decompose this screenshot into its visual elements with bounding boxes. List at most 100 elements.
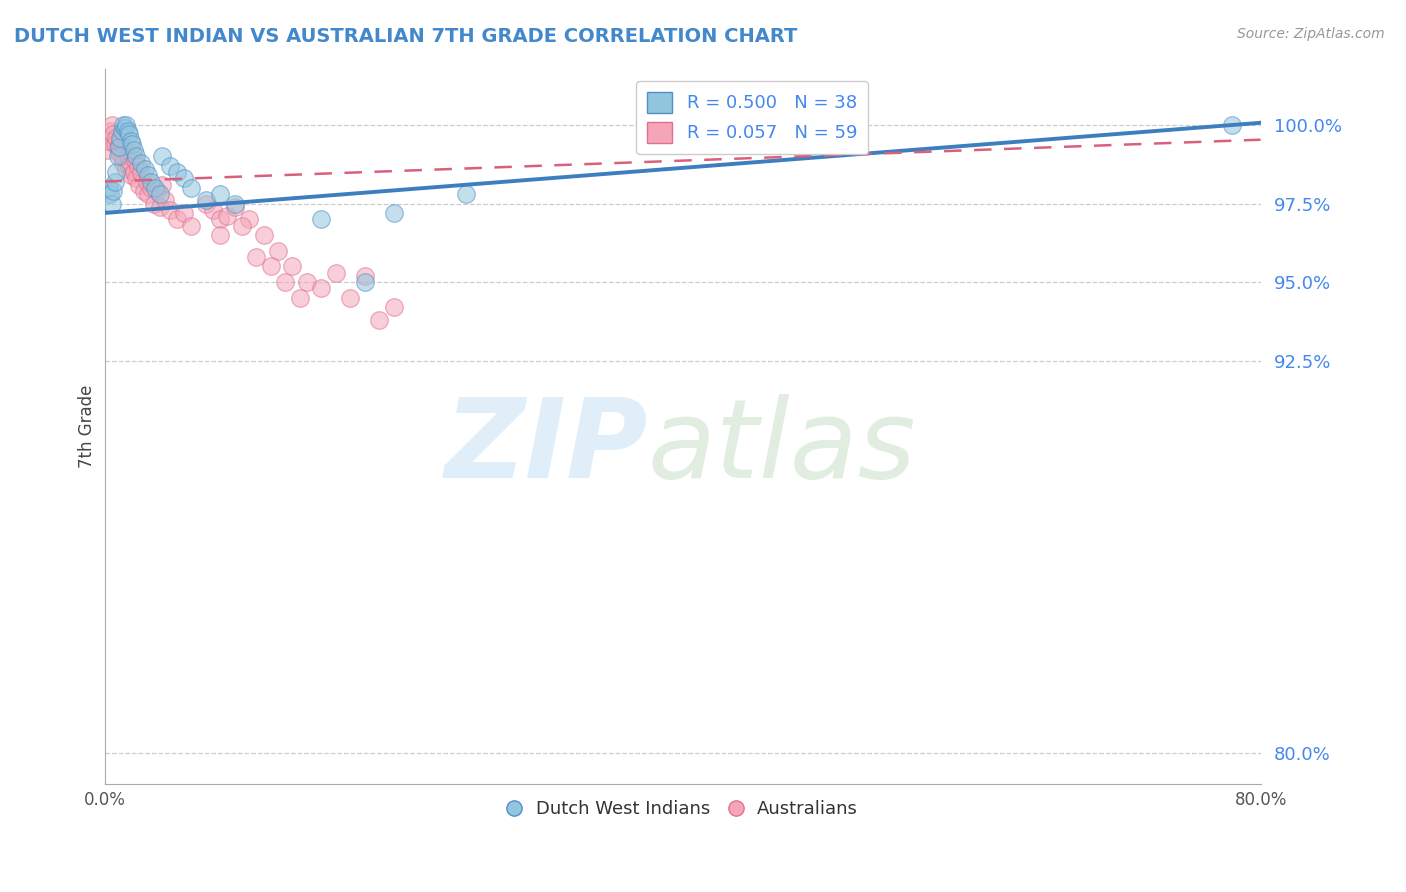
Point — [152, 149, 174, 163]
Point — [353, 275, 375, 289]
Point — [148, 187, 170, 202]
Point — [118, 159, 141, 173]
Point — [97, 134, 120, 148]
Point — [382, 206, 405, 220]
Point — [281, 260, 304, 274]
Point — [245, 250, 267, 264]
Text: Source: ZipAtlas.com: Source: ZipAtlas.com — [1237, 27, 1385, 41]
Point — [368, 312, 391, 326]
Point — [224, 200, 246, 214]
Point — [125, 171, 148, 186]
Point — [107, 140, 129, 154]
Point — [115, 161, 138, 176]
Point — [267, 244, 290, 258]
Legend: Dutch West Indians, Australians: Dutch West Indians, Australians — [501, 793, 865, 825]
Point — [143, 181, 166, 195]
Y-axis label: 7th Grade: 7th Grade — [79, 384, 96, 468]
Point — [107, 149, 129, 163]
Point — [132, 184, 155, 198]
Point — [124, 153, 146, 167]
Point — [209, 187, 232, 202]
Point — [142, 196, 165, 211]
Point — [152, 178, 174, 192]
Point — [180, 219, 202, 233]
Point — [339, 291, 361, 305]
Text: ZIP: ZIP — [444, 394, 648, 501]
Point — [135, 175, 157, 189]
Point — [145, 184, 167, 198]
Point — [110, 130, 132, 145]
Point — [118, 128, 141, 142]
Point — [180, 181, 202, 195]
Point — [260, 260, 283, 274]
Point — [209, 227, 232, 242]
Point — [238, 212, 260, 227]
Point — [105, 165, 128, 179]
Point — [120, 134, 142, 148]
Point — [353, 268, 375, 283]
Point — [122, 165, 145, 179]
Point — [173, 171, 195, 186]
Point — [97, 181, 120, 195]
Point — [139, 175, 162, 189]
Point — [111, 124, 134, 138]
Point — [114, 143, 136, 157]
Point — [122, 143, 145, 157]
Point — [1220, 118, 1243, 132]
Point — [125, 149, 148, 163]
Point — [136, 187, 159, 202]
Point — [104, 136, 127, 151]
Point — [112, 155, 135, 169]
Point — [295, 275, 318, 289]
Point — [252, 227, 274, 242]
Point — [100, 124, 122, 138]
Point — [110, 134, 132, 148]
Point — [127, 159, 149, 173]
Point — [148, 200, 170, 214]
Point — [224, 196, 246, 211]
Point — [117, 149, 139, 163]
Point — [311, 281, 333, 295]
Point — [120, 169, 142, 183]
Point — [231, 219, 253, 233]
Point — [100, 187, 122, 202]
Point — [201, 202, 224, 217]
Point — [103, 128, 125, 142]
Point — [139, 181, 162, 195]
Point — [288, 291, 311, 305]
Point — [382, 300, 405, 314]
Point — [136, 169, 159, 183]
Point — [454, 187, 477, 202]
Point — [101, 196, 124, 211]
Point — [129, 165, 152, 179]
Point — [159, 202, 181, 217]
Text: DUTCH WEST INDIAN VS AUSTRALIAN 7TH GRADE CORRELATION CHART: DUTCH WEST INDIAN VS AUSTRALIAN 7TH GRAD… — [14, 27, 797, 45]
Point — [108, 140, 131, 154]
Point — [121, 136, 143, 151]
Point — [166, 212, 188, 227]
Point — [115, 118, 138, 132]
Point — [194, 194, 217, 208]
Point — [121, 146, 143, 161]
Point — [129, 155, 152, 169]
Point — [134, 161, 156, 176]
Point — [155, 194, 177, 208]
Point — [166, 165, 188, 179]
Point — [108, 146, 131, 161]
Point — [114, 121, 136, 136]
Text: atlas: atlas — [648, 394, 917, 501]
Point — [274, 275, 297, 289]
Point — [311, 212, 333, 227]
Point — [325, 266, 347, 280]
Point — [103, 184, 125, 198]
Point — [173, 206, 195, 220]
Point — [112, 118, 135, 132]
Point — [217, 209, 239, 223]
Point — [209, 212, 232, 227]
Point — [96, 143, 118, 157]
Point — [104, 175, 127, 189]
Point — [194, 196, 217, 211]
Point — [111, 149, 134, 163]
Point — [117, 124, 139, 138]
Point — [105, 130, 128, 145]
